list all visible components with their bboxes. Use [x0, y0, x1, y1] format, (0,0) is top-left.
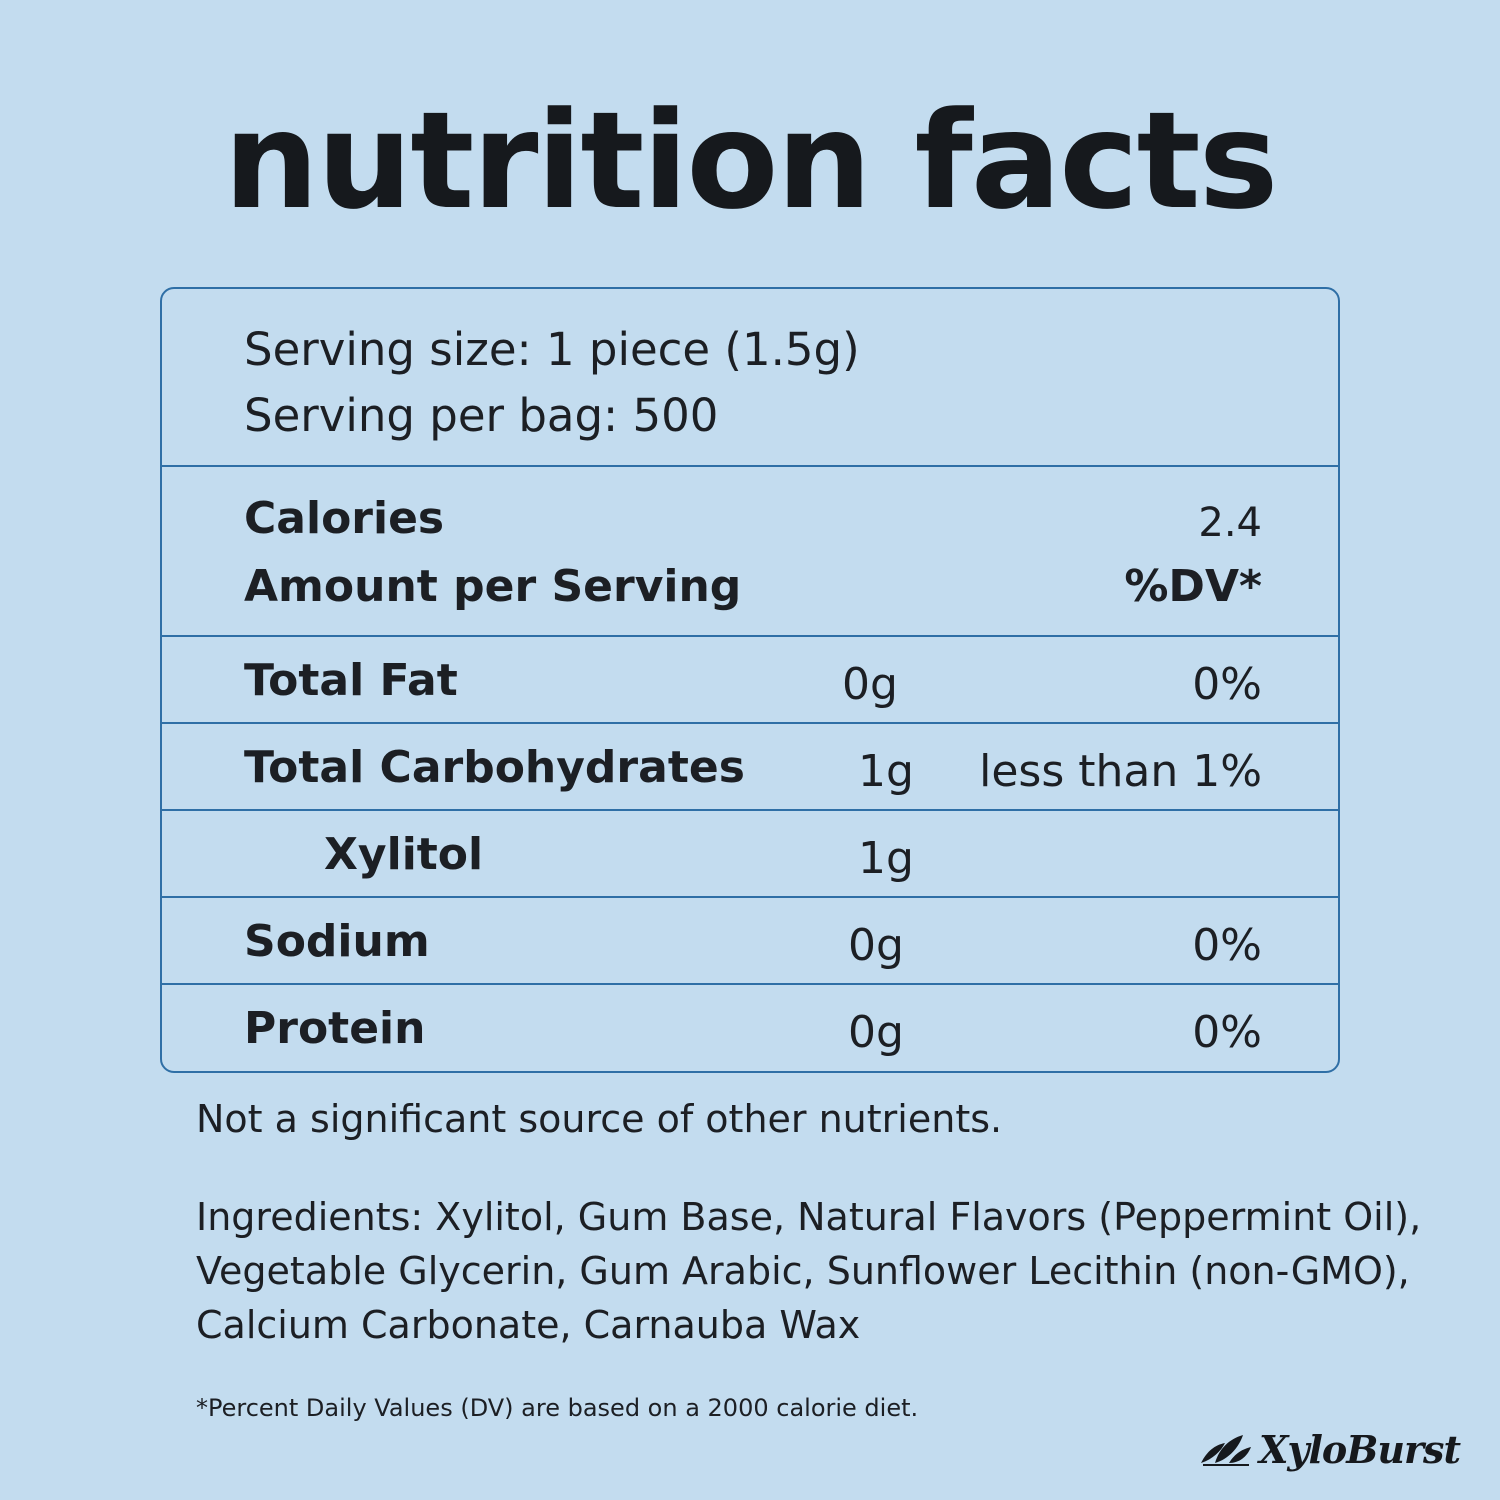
leaf-icon — [1200, 1435, 1251, 1466]
nutrient-row-protein: Protein 0g 0% — [162, 985, 1338, 1071]
nutrient-row-total-fat: Total Fat 0g 0% — [162, 637, 1338, 724]
nutrient-dv: 0% — [1192, 920, 1262, 971]
nutrient-amount: 0g — [848, 1007, 904, 1058]
nutrient-label: Total Carbohydrates — [244, 742, 745, 793]
brand-name: XyloBurst — [1258, 1426, 1461, 1472]
nutrient-label: Sodium — [244, 916, 430, 967]
serving-size: Serving size: 1 piece (1.5g) — [244, 323, 860, 376]
nutrient-dv: less than 1% — [979, 746, 1262, 797]
serving-section: Serving size: 1 piece (1.5g) Serving per… — [162, 289, 1338, 467]
nutrient-row-xylitol: Xylitol 1g — [162, 811, 1338, 898]
nutrient-label: Protein — [244, 1003, 426, 1054]
nutrient-row-total-carbohydrates: Total Carbohydrates 1g less than 1% — [162, 724, 1338, 811]
nutrient-dv: 0% — [1192, 1007, 1262, 1058]
nutrient-amount: 1g — [858, 833, 914, 884]
nutrient-dv: 0% — [1192, 659, 1262, 710]
dv-header: %DV* — [1124, 561, 1262, 612]
daily-value-footnote: *Percent Daily Values (DV) are based on … — [196, 1394, 919, 1422]
nutrient-label: Xylitol — [324, 829, 484, 880]
nutrient-amount: 1g — [858, 746, 914, 797]
calories-section: Calories 2.4 Amount per Serving %DV* — [162, 467, 1338, 637]
nutrition-table: Serving size: 1 piece (1.5g) Serving per… — [160, 287, 1340, 1073]
ingredients-list: Ingredients: Xylitol, Gum Base, Natural … — [196, 1190, 1422, 1352]
nutrient-amount: 0g — [842, 659, 898, 710]
nutrient-amount: 0g — [848, 920, 904, 971]
page-title: nutrition facts — [223, 83, 1279, 239]
nutrient-row-sodium: Sodium 0g 0% — [162, 898, 1338, 985]
nutrient-source-note: Not a significant source of other nutrie… — [196, 1097, 1003, 1141]
nutrient-label: Total Fat — [244, 655, 458, 706]
calories-label: Calories — [244, 493, 445, 544]
ingredients-line: Ingredients: Xylitol, Gum Base, Natural … — [196, 1195, 1422, 1239]
servings-per-bag: Serving per bag: 500 — [244, 389, 719, 442]
ingredients-line: Calcium Carbonate, Carnauba Wax — [196, 1303, 861, 1347]
calories-value: 2.4 — [1198, 500, 1262, 546]
amount-per-serving-label: Amount per Serving — [244, 561, 742, 612]
ingredients-line: Vegetable Glycerin, Gum Arabic, Sunflowe… — [196, 1249, 1410, 1293]
brand-logo: XyloBurst — [1197, 1424, 1461, 1474]
